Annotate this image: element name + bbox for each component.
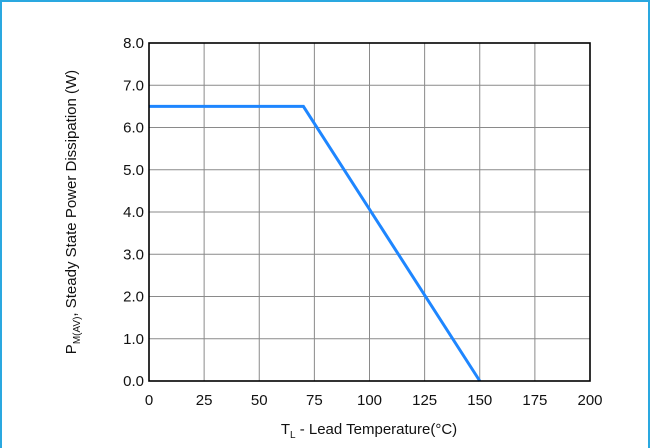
x-axis-label-sub: L	[290, 430, 296, 441]
x-tick-label: 200	[577, 392, 602, 409]
x-tick-label: 125	[412, 392, 437, 409]
plot-border	[148, 42, 591, 382]
y-tick-label: 5.0	[123, 162, 144, 179]
y-tick-label: 7.0	[123, 77, 144, 94]
x-tick-label: 175	[522, 392, 547, 409]
y-tick-label: 8.0	[123, 35, 144, 52]
x-tick-label: 25	[196, 392, 213, 409]
y-axis-label-rest: , Steady State Power Dissipation (W)	[63, 70, 80, 317]
x-tick-label: 50	[251, 392, 268, 409]
y-tick-label: 0.0	[123, 373, 144, 390]
y-tick-label: 3.0	[123, 246, 144, 263]
y-axis-label: PM(AV), Steady State Power Dissipation (…	[63, 70, 83, 354]
y-tick-label: 1.0	[123, 331, 144, 348]
x-axis-label: TL - Lead Temperature(°C)	[281, 421, 457, 441]
data-series	[149, 104, 482, 382]
y-axis-label-main: P	[63, 344, 80, 354]
x-tick-label: 150	[467, 392, 492, 409]
y-tick-label: 4.0	[123, 204, 144, 221]
x-tick-label: 100	[357, 392, 382, 409]
x-tick-labels: 0 25 50 75 100 125 150 175 200	[145, 392, 603, 409]
y-axis-label-sub: M(AV)	[72, 317, 83, 345]
y-tick-labels: 0.0 1.0 2.0 3.0 4.0 5.0 6.0 7.0 8.0	[123, 35, 144, 390]
x-tick-label: 75	[306, 392, 323, 409]
x-tick-label: 0	[145, 392, 153, 409]
y-tick-label: 2.0	[123, 289, 144, 306]
x-axis-label-rest: - Lead Temperature(°C)	[296, 421, 458, 438]
series-line-0	[149, 104, 482, 382]
y-tick-label: 6.0	[123, 120, 144, 137]
x-axis-label-main: T	[281, 421, 290, 438]
